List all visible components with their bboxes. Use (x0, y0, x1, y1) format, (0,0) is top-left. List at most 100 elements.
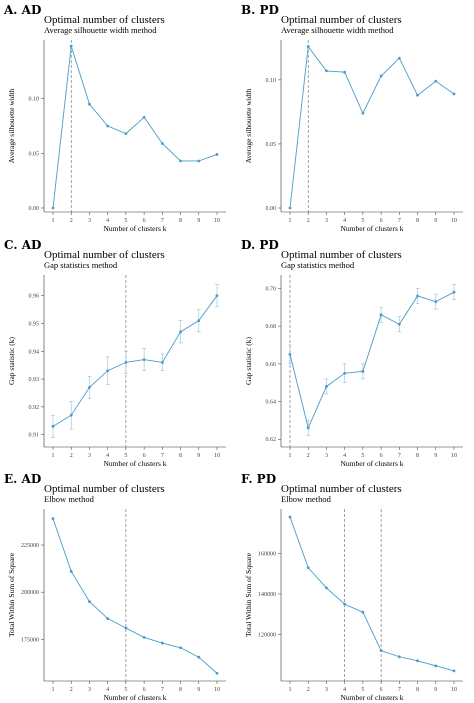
x-tick-label: 5 (361, 218, 364, 224)
data-point (416, 294, 419, 298)
y-tick-label: 0.05 (266, 142, 277, 148)
data-point (325, 586, 328, 590)
x-tick-label: 8 (416, 453, 419, 459)
data-point (343, 602, 347, 606)
data-point (288, 353, 292, 356)
data-point (142, 636, 146, 639)
x-tick-label: 7 (161, 687, 164, 693)
x-tick-label: 4 (106, 687, 109, 693)
x-tick-label: 8 (179, 218, 182, 224)
x-tick-label: 6 (380, 687, 383, 693)
x-tick-label: 10 (451, 218, 457, 224)
x-tick-label: 6 (143, 453, 146, 459)
y-tick-label: 200000 (21, 590, 39, 596)
data-point (288, 515, 292, 519)
x-tick-label: 2 (70, 218, 73, 224)
data-point (88, 600, 91, 603)
data-point (124, 132, 128, 136)
data-point (306, 566, 310, 570)
x-tick-label: 5 (361, 453, 364, 459)
x-tick-label: 7 (398, 218, 401, 224)
x-tick-label: 6 (380, 453, 383, 459)
chart-subtitle: Average silhouette width method (281, 25, 394, 35)
panel-label: D. PD (241, 238, 279, 252)
data-point (434, 300, 438, 304)
x-tick-label: 9 (197, 218, 200, 224)
y-tick-label: 0.10 (266, 78, 277, 84)
chart-title: Optimal number of clusters (281, 483, 402, 495)
data-point (306, 45, 310, 48)
data-point (142, 358, 146, 362)
series-line (52, 518, 218, 674)
x-tick-label: 1 (52, 453, 55, 459)
y-tick-label: 0.91 (29, 433, 40, 439)
data-point (343, 70, 347, 74)
y-tick-label: 225000 (21, 543, 39, 549)
data-point (51, 517, 55, 521)
x-tick-label: 10 (451, 687, 457, 693)
x-tick-label: 3 (325, 687, 328, 693)
x-tick-label: 2 (307, 687, 310, 693)
x-tick-label: 1 (52, 218, 55, 224)
x-tick-label: 8 (179, 453, 182, 459)
series-line (52, 295, 218, 427)
x-axis-label: Number of clusters k (340, 459, 403, 468)
y-tick-label: 175000 (21, 637, 39, 643)
y-tick-label: 0.00 (29, 206, 40, 212)
x-axis-label: Number of clusters k (340, 224, 403, 233)
data-point (160, 142, 164, 145)
data-point (379, 74, 383, 78)
data-point (306, 426, 310, 430)
x-axis-label: Number of clusters k (103, 459, 166, 468)
y-tick-label: 0.70 (266, 286, 277, 292)
panel-label: A. AD (3, 3, 41, 17)
chart-subtitle: Gap statistics method (281, 260, 355, 270)
chart-title: Optimal number of clusters (44, 14, 165, 26)
x-tick-label: 1 (52, 687, 55, 693)
chart-subtitle: Average silhouette width method (44, 25, 157, 35)
series-line (289, 45, 455, 209)
y-axis-label: Total Within Sum of Square (7, 552, 16, 637)
x-tick-label: 4 (343, 453, 346, 459)
data-point (379, 649, 383, 653)
data-point (452, 92, 456, 96)
x-axis-label: Number of clusters k (103, 224, 166, 233)
x-tick-label: 2 (70, 453, 73, 459)
data-point (452, 290, 456, 294)
x-tick-label: 10 (214, 687, 220, 693)
x-axis-label: Number of clusters k (340, 693, 403, 702)
data-point (51, 424, 55, 428)
data-point (416, 659, 419, 663)
x-tick-label: 5 (124, 687, 127, 693)
y-axis-label: Gap statistic (k) (7, 337, 16, 385)
x-tick-label: 5 (124, 453, 127, 459)
data-point (343, 371, 347, 375)
panel-label: C. AD (4, 238, 41, 252)
data-point (124, 360, 128, 364)
data-point (160, 360, 164, 364)
data-point (179, 330, 182, 334)
y-tick-label: 0.62 (266, 437, 277, 443)
x-tick-label: 7 (398, 687, 401, 693)
chart-subtitle: Elbow method (44, 494, 95, 504)
data-point (69, 570, 73, 573)
data-point (361, 369, 365, 373)
x-tick-label: 3 (88, 687, 91, 693)
x-tick-label: 3 (325, 218, 328, 224)
x-tick-label: 8 (416, 687, 419, 693)
x-tick-label: 1 (289, 218, 292, 224)
data-point (106, 369, 110, 373)
y-tick-label: 0.64 (266, 400, 277, 406)
y-tick-label: 0.05 (29, 151, 40, 157)
x-tick-label: 9 (434, 218, 437, 224)
x-tick-label: 4 (106, 453, 109, 459)
x-tick-label: 10 (214, 218, 220, 224)
panel-label: E. AD (4, 472, 41, 486)
y-axis-label: Total Within Sum of Square (244, 552, 253, 637)
x-tick-label: 9 (434, 687, 437, 693)
data-point (88, 386, 91, 389)
